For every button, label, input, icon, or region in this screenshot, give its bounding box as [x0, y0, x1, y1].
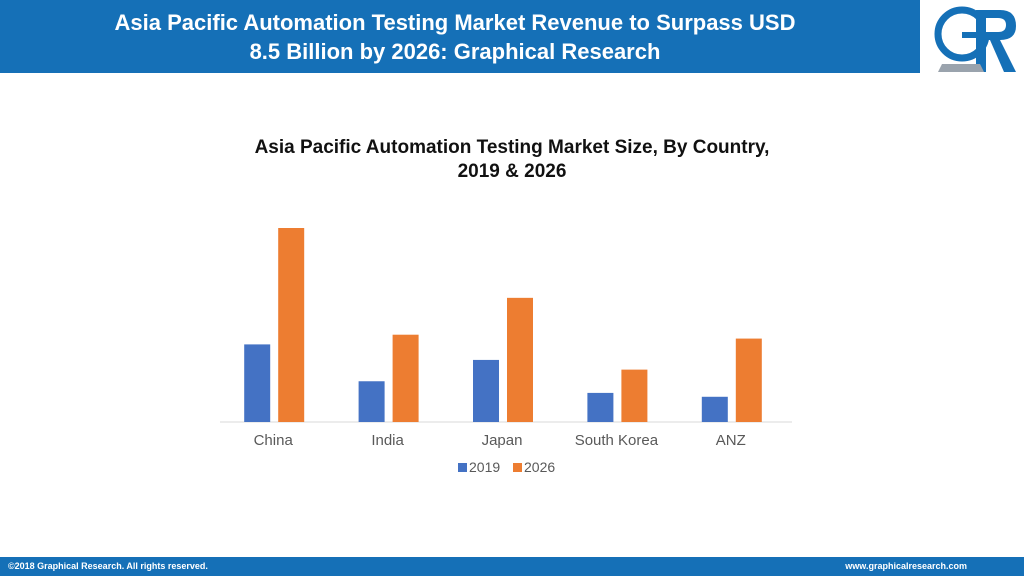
logo: [920, 0, 1024, 76]
x-tick-label: China: [254, 432, 294, 449]
legend-label-2026: 2026: [524, 459, 555, 475]
chart-title: Asia Pacific Automation Testing Market S…: [200, 136, 824, 184]
bar-2026-india: [392, 334, 419, 422]
page-title-line2: 8.5 Billion by 2026: Graphical Research: [249, 39, 661, 64]
legend-label-2019: 2019: [469, 459, 500, 475]
bar-2026-south-korea: [621, 369, 648, 422]
page-title-line1: Asia Pacific Automation Testing Market R…: [114, 10, 796, 35]
bar-2019-south-korea: [587, 392, 614, 422]
copyright-text: ©2018 Graphical Research. All rights res…: [8, 561, 208, 571]
bar-2019-anz: [701, 396, 728, 422]
x-tick-label: South Korea: [575, 432, 659, 449]
legend-swatch-2026: [513, 463, 522, 472]
bar-2026-china: [278, 228, 305, 422]
bar-2026-anz: [735, 338, 762, 422]
chart-title-line1: Asia Pacific Automation Testing Market S…: [254, 137, 770, 158]
chart-title-line2: 2019 & 2026: [457, 161, 567, 182]
page-title: Asia Pacific Automation Testing Market R…: [0, 8, 910, 66]
bar-2019-japan: [473, 359, 499, 422]
x-tick-label: Japan: [482, 432, 523, 449]
gr-logo-icon: [920, 0, 1024, 76]
footer-bar: ©2018 Graphical Research. All rights res…: [0, 557, 1024, 576]
bar-2026-japan: [507, 297, 533, 422]
legend-swatch-2019: [458, 463, 467, 472]
header-banner: Asia Pacific Automation Testing Market R…: [0, 0, 920, 73]
bar-2019-india: [358, 381, 385, 422]
website-link[interactable]: www.graphicalresearch.com: [845, 561, 967, 571]
bar-2019-china: [244, 344, 271, 422]
x-tick-label: India: [371, 432, 404, 449]
x-tick-label: ANZ: [716, 432, 746, 449]
